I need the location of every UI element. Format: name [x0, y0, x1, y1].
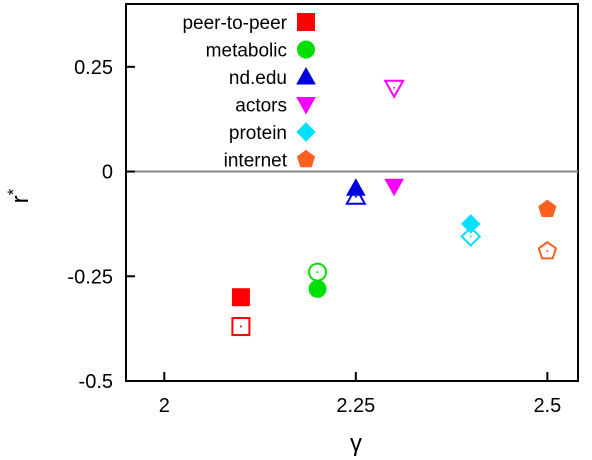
legend-triangle-up-marker: [296, 66, 316, 85]
open-triangle-up-point: [345, 185, 367, 205]
marker-center-dot: [393, 86, 396, 89]
marker-center-dot: [354, 195, 357, 198]
marker-center-dot: [546, 250, 549, 253]
x-tick-label: 2.5: [533, 395, 561, 417]
marker-center-dot: [239, 325, 242, 328]
legend-diamond-marker: [296, 122, 316, 142]
filled-diamond-point: [461, 214, 481, 234]
filled-triangle-down-point: [384, 178, 404, 197]
filled-square-point: [231, 288, 250, 307]
plot-frame: [125, 3, 579, 382]
legend-pentagon-marker: [296, 149, 316, 168]
legend-label: internet: [224, 151, 288, 172]
legend-label: metabolic: [206, 41, 287, 62]
x-axis-label: γ: [350, 430, 362, 457]
open-circle-point: [308, 262, 328, 282]
y-tick-label: 0: [102, 162, 113, 184]
open-diamond-point: [460, 226, 482, 247]
y-tick-label: 0.25: [74, 57, 113, 79]
open-pentagon-point: [537, 240, 558, 260]
legend-label: peer-to-peer: [182, 13, 287, 34]
open-triangle-down-point: [383, 79, 405, 99]
plot-area: 2 2.25 2.5 -0.5 -0.25 0 0.25: [67, 3, 579, 417]
filled-pentagon-point: [538, 199, 557, 218]
y-tick-label: -0.25: [67, 266, 113, 288]
legend-label: actors: [235, 96, 287, 117]
legend-square-marker: [297, 13, 315, 31]
filled-circle-point: [308, 279, 327, 298]
legend-circle-marker: [297, 40, 315, 59]
y-tick-label: -0.5: [79, 371, 113, 393]
marker-center-dot: [316, 271, 319, 274]
legend-label: protein: [229, 123, 287, 144]
marker-center-dot: [469, 235, 472, 238]
legend: peer-to-peer metabolic nd.edu actors protein…: [182, 13, 316, 172]
x-tick-label: 2: [159, 395, 170, 417]
legend-label: nd.edu: [229, 68, 287, 89]
open-square-point: [231, 317, 251, 337]
x-tick-label: 2.25: [336, 395, 375, 417]
y-axis-label: r*: [4, 188, 34, 203]
legend-triangle-down-marker: [296, 97, 316, 115]
